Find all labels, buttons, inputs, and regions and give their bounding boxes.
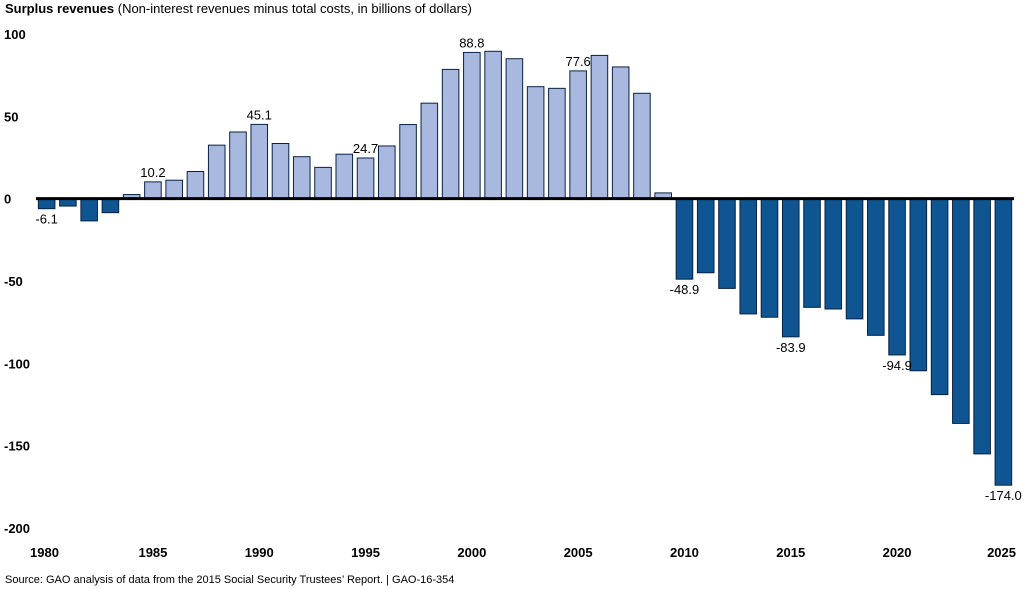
x-tick-label: 1985 (138, 545, 167, 560)
bar-1995 (356, 157, 375, 200)
data-label-1985: 10.2 (140, 165, 165, 180)
bar-1990 (250, 123, 269, 200)
y-tick-label: -100 (4, 356, 30, 371)
bar-2024 (973, 198, 991, 455)
bar-2006 (590, 54, 609, 200)
bar-1997 (399, 124, 417, 200)
y-tick-label: -50 (4, 274, 23, 289)
y-tick-label: 0 (4, 192, 11, 207)
data-label-2020: -94.9 (882, 358, 912, 373)
bar-1996 (378, 145, 396, 200)
bar-1986 (165, 179, 183, 200)
chart-title: Surplus revenues (5, 1, 115, 16)
source-note: Source: GAO analysis of data from the 20… (5, 574, 455, 586)
x-tick-label: 1990 (245, 545, 274, 560)
bar-1991 (271, 143, 290, 200)
bar-2008 (633, 92, 651, 200)
bar-2021 (909, 198, 928, 372)
bar-1992 (292, 156, 311, 200)
bar-1982 (80, 198, 98, 222)
data-label-1995: 24.7 (353, 141, 378, 156)
bar-1994 (335, 153, 354, 200)
bar-2005 (569, 70, 587, 200)
bar-2010 (675, 198, 694, 280)
data-label-1990: 45.1 (247, 107, 272, 122)
bar-2003 (526, 86, 545, 200)
bar-1985 (144, 181, 162, 200)
x-tick-label: 2015 (776, 545, 805, 560)
bar-1993 (314, 166, 332, 200)
bar-2014 (760, 198, 779, 318)
x-tick-label: 1980 (30, 545, 59, 560)
bar-2023 (952, 198, 970, 424)
bar-1980 (37, 198, 56, 210)
data-label-2010: -48.9 (670, 282, 700, 297)
x-tick-label: 2020 (883, 545, 912, 560)
bar-1988 (207, 144, 226, 200)
bar-2025 (994, 198, 1013, 486)
bar-1987 (186, 171, 205, 200)
bar-2011 (696, 198, 715, 274)
bar-2002 (505, 58, 524, 200)
bar-2013 (739, 198, 758, 315)
bar-2016 (803, 198, 821, 308)
y-tick-label: -200 (4, 521, 30, 536)
bar-1999 (441, 68, 460, 200)
x-tick-label: 2010 (670, 545, 699, 560)
bar-1983 (101, 198, 120, 214)
chart-title-row: Surplus revenues (Non-interest revenues … (5, 1, 472, 16)
y-tick-label: 100 (4, 27, 26, 42)
bar-2022 (930, 198, 949, 396)
data-label-2000: 88.8 (459, 35, 484, 50)
x-tick-label: 1995 (351, 545, 380, 560)
bar-2012 (718, 198, 736, 289)
data-label-2015: -83.9 (776, 340, 806, 355)
data-label-1980: -6.1 (35, 212, 57, 227)
x-tick-label: 2005 (564, 545, 593, 560)
x-tick-label: 2025 (987, 545, 1016, 560)
data-label-2005: 77.6 (565, 54, 590, 69)
bar-2007 (611, 66, 630, 200)
bar-2019 (867, 198, 885, 336)
bar-2015 (781, 198, 800, 338)
bar-2017 (824, 198, 843, 310)
bar-2020 (888, 198, 906, 356)
chart-subtitle: (Non-interest revenues minus total costs… (117, 1, 472, 16)
bar-1998 (420, 102, 439, 200)
bar-2001 (484, 50, 502, 200)
bar-2004 (548, 87, 566, 200)
x-tick-label: 2000 (457, 545, 486, 560)
data-label-2025: -174.0 (985, 488, 1022, 503)
y-tick-label: 50 (4, 109, 18, 124)
y-tick-label: -150 (4, 439, 30, 454)
bar-2018 (845, 198, 864, 320)
bar-2000 (463, 51, 481, 200)
bar-1989 (229, 131, 247, 200)
